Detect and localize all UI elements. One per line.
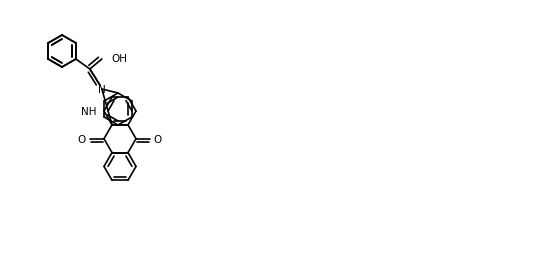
Text: OH: OH <box>112 54 128 64</box>
Text: NH: NH <box>80 107 96 117</box>
Text: O: O <box>154 134 162 144</box>
Text: N: N <box>98 85 106 95</box>
Text: O: O <box>78 134 86 144</box>
